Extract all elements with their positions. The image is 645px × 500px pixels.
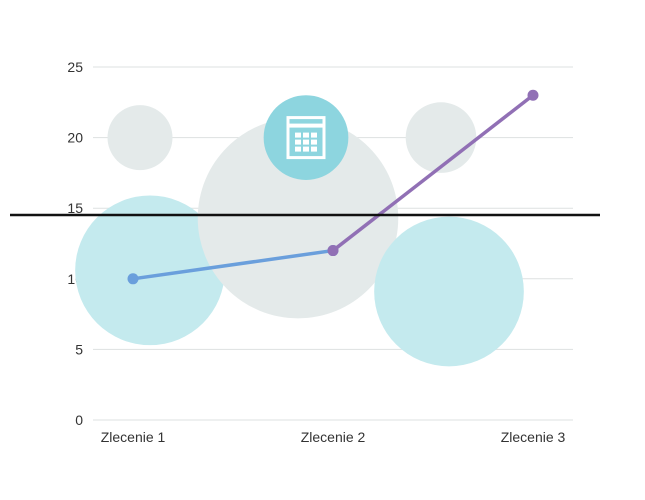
series-line-blue xyxy=(132,248,334,281)
bubble xyxy=(405,102,477,173)
calendar-cell xyxy=(303,132,309,138)
y-tick-label: 25 xyxy=(67,59,83,75)
bubble xyxy=(197,117,399,319)
x-tick-label: Zlecenie 3 xyxy=(501,429,566,445)
bubble xyxy=(75,195,225,346)
x-tick-label: Zlecenie 2 xyxy=(301,429,366,445)
calendar-cell xyxy=(295,146,301,152)
calendar-header xyxy=(288,123,324,128)
calendar-cell xyxy=(303,139,309,145)
bubble xyxy=(107,105,173,171)
y-tick-label: 15 xyxy=(67,200,83,216)
calendar-cell xyxy=(295,139,301,145)
bubble xyxy=(374,216,524,367)
calendar-cell xyxy=(303,146,309,152)
calendar-cell xyxy=(311,146,317,152)
y-tick-label: 0 xyxy=(75,412,83,428)
calendar-icon xyxy=(286,116,326,160)
calendar-cell xyxy=(295,132,301,138)
y-tick-label: 20 xyxy=(67,130,83,146)
data-point-purple xyxy=(327,245,339,257)
calendar-cell xyxy=(311,132,317,138)
calendar-cell xyxy=(311,139,317,145)
series-line-purple xyxy=(331,93,535,252)
x-tick-label: Zlecenie 1 xyxy=(101,429,166,445)
data-point-purple xyxy=(527,89,539,101)
data-point-blue xyxy=(127,273,139,285)
y-tick-label: 5 xyxy=(75,341,83,357)
